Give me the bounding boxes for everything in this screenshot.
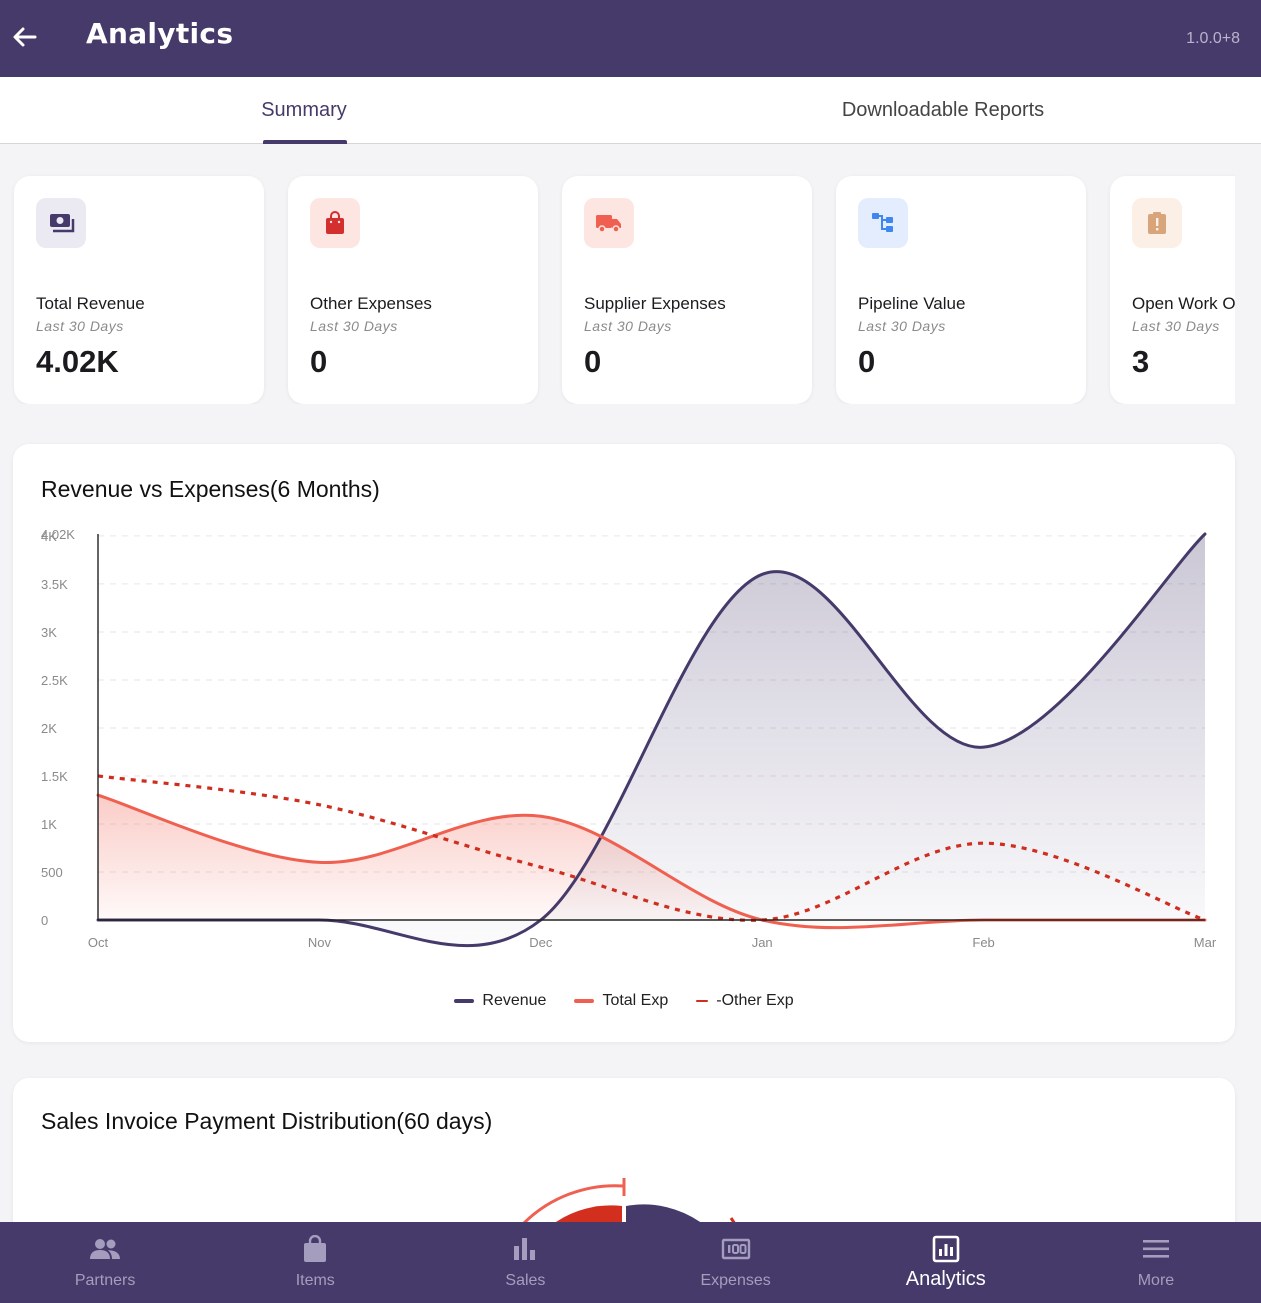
- donut-outer-arc: [522, 1184, 625, 1222]
- pipeline-icon: [872, 213, 893, 232]
- kpi-value: 3: [1132, 344, 1150, 379]
- legend-item-revenue[interactable]: Revenue: [454, 992, 546, 1010]
- kpi-icon-box: [858, 198, 908, 248]
- kpi-value: 4.02K: [36, 344, 119, 379]
- kpi-period: Last 30 Days: [310, 318, 398, 334]
- nav-label: Expenses: [700, 1272, 771, 1289]
- kpi-icon-box: [36, 198, 86, 248]
- kpi-cards-row[interactable]: Total Revenue Last 30 Days 4.02K Other E…: [0, 172, 1235, 404]
- legend-label: Revenue: [482, 992, 547, 1009]
- payment-distribution-card: Sales Invoice Payment Distribution(60 da…: [13, 1078, 1235, 1222]
- kpi-label: Other Expenses: [310, 294, 432, 313]
- app-version: 1.0.0+8: [1186, 30, 1240, 47]
- chart-legend: Revenue Total Exp -Other Exp: [13, 992, 1235, 1010]
- y-tick-label: 1.5K: [41, 769, 68, 784]
- y-tick-label: 2K: [41, 721, 57, 736]
- kpi-card-total-revenue[interactable]: Total Revenue Last 30 Days 4.02K: [14, 176, 264, 404]
- area-total-exp: [98, 795, 1205, 928]
- legend-item-total-exp[interactable]: Total Exp: [574, 992, 668, 1010]
- kpi-card-supplier-expenses[interactable]: Supplier Expenses Last 30 Days 0: [562, 176, 812, 404]
- y-tick-label: 500: [41, 865, 63, 880]
- donut-slice-red[interactable]: [553, 1205, 622, 1222]
- kpi-period: Last 30 Days: [584, 318, 672, 334]
- kpi-label: Total Revenue: [36, 294, 145, 313]
- summary-content[interactable]: Total Revenue Last 30 Days 4.02K Other E…: [0, 144, 1261, 1222]
- y-tick-label: 2.5K: [41, 673, 68, 688]
- y-tick-label: 4K: [41, 529, 57, 544]
- x-tick-label: Nov: [308, 935, 332, 950]
- donut-slice-purple[interactable]: [626, 1204, 703, 1222]
- money-icon: [50, 214, 75, 233]
- donut-marker: [729, 1217, 736, 1222]
- series-line-other-exp: [97, 774, 1206, 922]
- nav-label: Partners: [74, 1272, 136, 1289]
- chart-title: Revenue vs Expenses(6 Months): [41, 476, 380, 502]
- x-tick-label: Feb: [972, 935, 994, 950]
- bar-chart-icon: [508, 1234, 542, 1264]
- page-title: Analytics: [86, 17, 234, 50]
- kpi-icon-box: [310, 198, 360, 248]
- payment-distribution-donut[interactable]: [13, 1078, 1235, 1222]
- tab-downloadable-reports[interactable]: Downloadable Reports: [841, 99, 1045, 121]
- y-tick-label: 3K: [41, 625, 57, 640]
- kpi-period: Last 30 Days: [36, 318, 124, 334]
- kpi-value: 0: [584, 344, 602, 379]
- x-tick-label: Oct: [88, 935, 109, 950]
- kpi-value: 0: [858, 344, 876, 379]
- bottom-navigation: Partners Items Sales: [0, 1222, 1261, 1303]
- nav-items[interactable]: Items: [210, 1222, 420, 1303]
- nav-more[interactable]: More: [1051, 1222, 1261, 1303]
- y-tick-label: 4.02K: [41, 527, 75, 542]
- kpi-card-open-work-orders[interactable]: Open Work O Last 30 Days 3: [1110, 176, 1235, 404]
- legend-item-other-exp[interactable]: -Other Exp: [696, 992, 794, 1010]
- nav-analytics[interactable]: Analytics: [841, 1222, 1051, 1303]
- kpi-label: Pipeline Value: [858, 294, 966, 313]
- kpi-period: Last 30 Days: [1132, 318, 1220, 334]
- nav-sales[interactable]: Sales: [420, 1222, 630, 1303]
- kpi-icon-box: [1132, 198, 1182, 248]
- kpi-card-pipeline-value[interactable]: Pipeline Value Last 30 Days 0: [836, 176, 1086, 404]
- revenue-expenses-chart[interactable]: 0 500 1K 1.5K 2K 2.5K 3K 3.5K 4K4.02K Oct Nov Dec Ja…: [13, 444, 1235, 974]
- nav-label: Analytics: [905, 1268, 986, 1290]
- nav-expenses[interactable]: Expenses: [631, 1222, 841, 1303]
- y-tick-label: 1K: [41, 817, 57, 832]
- revenue-vs-expenses-card: Revenue vs Expenses(6 Months) 0 500 1K 1.5K…: [13, 444, 1235, 1042]
- legend-swatch: [696, 1000, 709, 1002]
- x-tick-label: Mar: [1194, 935, 1217, 950]
- app-bar: Analytics 1.0.0+8: [0, 0, 1261, 77]
- shopping-bag-icon: [326, 211, 344, 234]
- kpi-value: 0: [310, 344, 328, 379]
- tab-bar: Summary Downloadable Reports: [0, 77, 1261, 144]
- legend-label: Total Exp: [602, 992, 669, 1009]
- clipboard-alert-icon: [1148, 212, 1166, 234]
- kpi-icon-box: [584, 198, 634, 248]
- nav-label: Sales: [505, 1272, 546, 1289]
- legend-swatch: [454, 999, 475, 1003]
- nav-label: Items: [295, 1272, 335, 1289]
- menu-icon: [1139, 1234, 1173, 1264]
- kpi-label: Open Work O: [1132, 294, 1235, 313]
- bag-icon: [298, 1234, 332, 1264]
- y-tick-label: 3.5K: [41, 577, 68, 592]
- legend-swatch: [574, 999, 595, 1003]
- x-tick-label: Jan: [752, 935, 773, 950]
- kpi-card-other-expenses[interactable]: Other Expenses Last 30 Days 0: [288, 176, 538, 404]
- analytics-icon: [929, 1234, 963, 1264]
- tab-summary[interactable]: Summary: [261, 99, 347, 121]
- x-tick-label: Dec: [529, 935, 553, 950]
- legend-label: -Other Exp: [716, 992, 794, 1009]
- cash-icon: [719, 1234, 753, 1264]
- distribution-title: Sales Invoice Payment Distribution(60 da…: [41, 1108, 493, 1134]
- people-icon: [88, 1234, 122, 1264]
- nav-partners[interactable]: Partners: [0, 1222, 210, 1303]
- truck-icon: [596, 215, 621, 233]
- tab-active-indicator: [263, 140, 347, 144]
- kpi-label: Supplier Expenses: [584, 294, 726, 313]
- y-tick-label: 0: [41, 913, 48, 928]
- nav-label: More: [1137, 1272, 1175, 1289]
- back-arrow-icon[interactable]: [10, 22, 40, 52]
- kpi-period: Last 30 Days: [858, 318, 946, 334]
